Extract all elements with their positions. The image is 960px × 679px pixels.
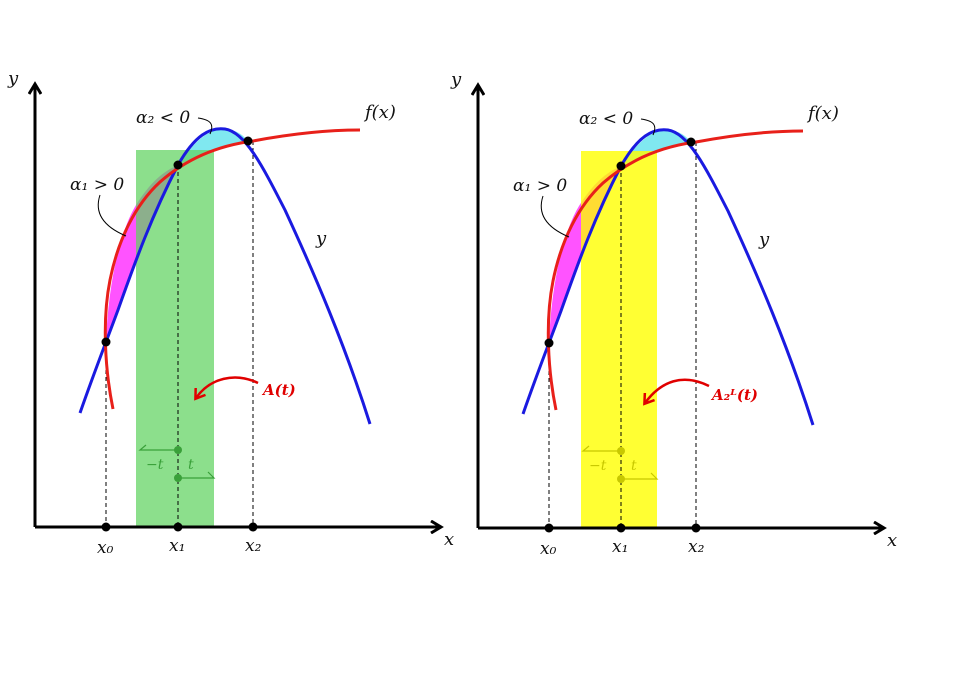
- right-panel: y x f(x) y α₁ > 0 α₂ < 0 x₀ x₁ x₂ −t t A…: [450, 69, 897, 559]
- alpha2-label-right: α₂ < 0: [579, 109, 633, 129]
- area-pointer-right: [645, 378, 710, 403]
- intersection-point-x0-right: [544, 338, 554, 348]
- t-arrow-right: [623, 472, 659, 480]
- area-pointer-left: [196, 376, 259, 398]
- x1-label-left: x₁: [169, 536, 185, 556]
- area-label-right: A₂ᴸ(t): [710, 386, 758, 404]
- y-axis-label-right: y: [450, 69, 462, 90]
- intersection-point-x2-left: [243, 136, 253, 146]
- y-curve-label-left: y: [315, 228, 327, 249]
- y-curve-label-right: y: [758, 229, 770, 250]
- y-curve-left: [78, 127, 372, 425]
- alpha1-pointer-left: [97, 194, 127, 237]
- x1-label-right: x₁: [612, 537, 628, 557]
- alpha2-label-left: α₂ < 0: [136, 108, 190, 128]
- minus-t-label-right: −t: [589, 458, 607, 474]
- area-label-left: A(t): [261, 381, 296, 399]
- alpha1-pointer-right: [540, 195, 570, 238]
- x-axis-label-right: x: [887, 530, 897, 551]
- minus-t-arrow-right: [581, 445, 619, 452]
- t-marker-upper-right: [617, 447, 625, 455]
- alpha2-pointer-left: [197, 117, 213, 135]
- alpha1-label-right: α₁ > 0: [513, 176, 567, 196]
- t-marker-upper-left: [174, 446, 182, 454]
- t-label-left: t: [188, 457, 194, 473]
- intersection-point-x2-right: [686, 137, 696, 147]
- alpha1-label-left: α₁ > 0: [70, 175, 124, 195]
- y-curve-right: [521, 128, 815, 426]
- f-curve-left: [103, 128, 361, 410]
- x0-tick-right: [544, 523, 554, 533]
- t-marker-lower-left: [174, 474, 182, 482]
- integration-band-right: [581, 151, 657, 527]
- t-marker-lower-right: [617, 475, 625, 483]
- x1-tick-right: [616, 523, 626, 533]
- x-axis-label-left: x: [444, 529, 454, 550]
- alpha2-pointer-right: [640, 118, 656, 136]
- x0-label-right: x₀: [540, 539, 557, 559]
- x0-label-left: x₀: [97, 538, 114, 558]
- x2-label-right: x₂: [688, 537, 705, 557]
- t-arrow-left: [180, 471, 216, 479]
- intersection-point-x0-left: [101, 337, 111, 347]
- y-axis-label-left: y: [7, 68, 19, 89]
- f-label-left: f(x): [363, 102, 396, 123]
- f-curve-right: [546, 129, 804, 411]
- x0-tick-left: [101, 522, 111, 532]
- integration-band-left: [136, 150, 214, 526]
- intersection-point-x1-right: [616, 161, 626, 171]
- minus-t-arrow-left: [138, 444, 176, 451]
- x1-tick-left: [173, 522, 183, 532]
- t-label-right: t: [631, 458, 637, 474]
- minus-t-label-left: −t: [146, 457, 164, 473]
- x2-tick-right: [691, 523, 701, 533]
- left-panel: y x f(x) y α₁ > 0 α₂ < 0 x₀ x₁ x₂ −t t A…: [7, 68, 454, 558]
- f-label-right: f(x): [806, 103, 839, 124]
- x2-tick-left: [248, 522, 258, 532]
- intersection-point-x1-left: [173, 160, 183, 170]
- x2-label-left: x₂: [245, 536, 262, 556]
